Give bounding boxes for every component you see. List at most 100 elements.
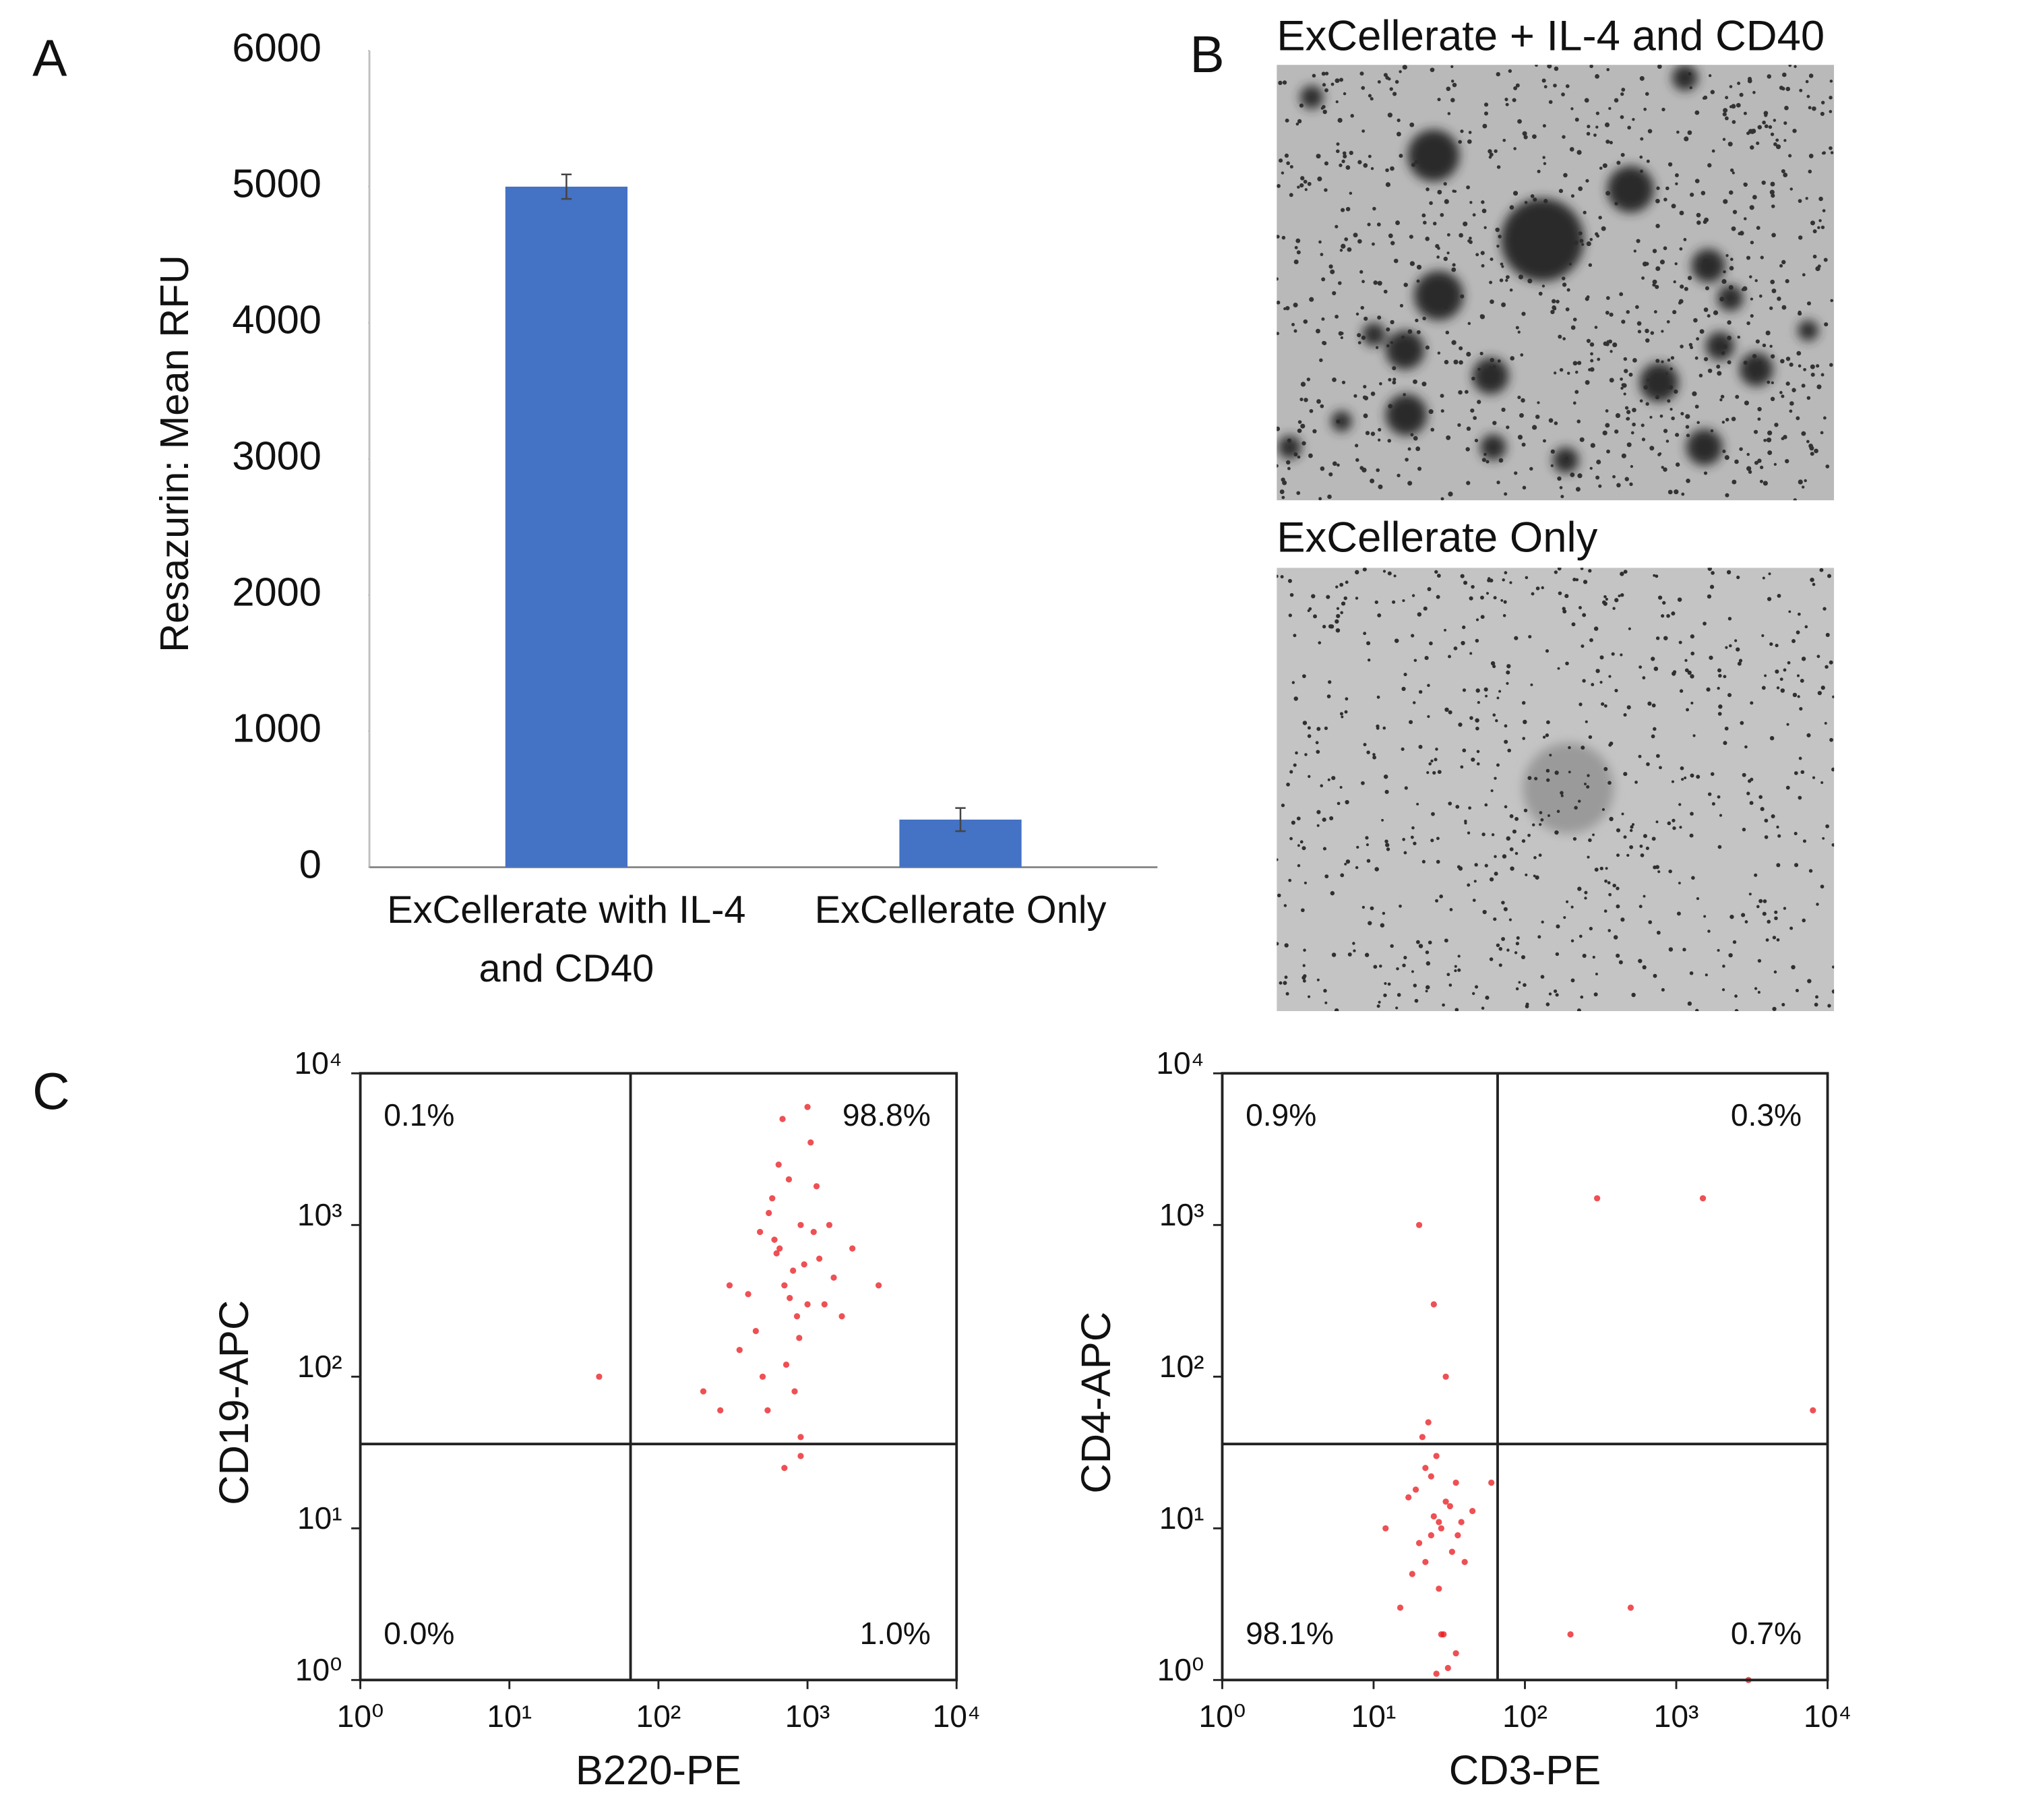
speckle <box>1378 1000 1381 1004</box>
speckle <box>1711 801 1715 806</box>
speckle <box>1827 1004 1831 1008</box>
speckle <box>1385 168 1389 173</box>
speckle <box>1767 919 1771 924</box>
speckle <box>1339 582 1344 587</box>
speckle <box>1481 832 1485 837</box>
speckle <box>1724 116 1729 121</box>
speckle <box>1324 726 1328 730</box>
speckle <box>1277 893 1281 898</box>
speckle <box>1657 65 1662 69</box>
speckle <box>1509 847 1514 851</box>
speckle <box>1359 71 1364 76</box>
point <box>1405 1494 1412 1500</box>
speckle <box>1384 839 1388 843</box>
speckle <box>1750 145 1754 150</box>
speckle <box>1543 85 1548 89</box>
image-title: ExCellerate + IL-4 and CD40 <box>1277 12 1825 59</box>
speckle <box>1562 276 1566 280</box>
speckle <box>1586 295 1590 299</box>
speckle <box>1411 826 1415 830</box>
speckle <box>1590 352 1593 356</box>
speckle <box>1444 707 1449 712</box>
speckle <box>1480 615 1485 619</box>
speckle <box>1364 952 1370 957</box>
speckle <box>1581 746 1585 750</box>
speckle <box>1783 435 1787 439</box>
speckle <box>1798 199 1802 204</box>
speckle <box>1589 367 1595 372</box>
speckle <box>1387 571 1392 576</box>
speckle <box>1355 597 1359 600</box>
speckle <box>1734 1008 1739 1011</box>
speckle <box>1475 726 1479 731</box>
speckle <box>1463 580 1468 585</box>
speckle <box>1743 217 1747 220</box>
speckle <box>1709 584 1715 589</box>
speckle <box>1427 587 1432 592</box>
speckle <box>1792 692 1798 698</box>
speckle <box>1320 253 1324 256</box>
speckle <box>1641 423 1645 427</box>
speckle <box>1293 329 1297 333</box>
speckle <box>1443 182 1447 186</box>
speckle <box>1732 940 1737 944</box>
speckle <box>1436 859 1440 864</box>
speckle <box>1390 320 1395 325</box>
speckle <box>1785 382 1790 386</box>
speckle <box>1748 470 1752 474</box>
speckle <box>1663 198 1667 202</box>
speckle <box>1421 213 1426 218</box>
y-tick-label: 6000 <box>232 25 321 70</box>
y-tick-label: 4000 <box>232 297 321 342</box>
speckle <box>1331 952 1337 957</box>
speckle <box>1560 794 1564 797</box>
point <box>596 1373 603 1380</box>
speckle <box>1626 853 1630 857</box>
speckle <box>1769 189 1775 195</box>
point <box>1442 1498 1449 1505</box>
speckle <box>1696 897 1700 901</box>
speckle <box>1671 204 1676 209</box>
speckle <box>1293 696 1298 701</box>
speckle <box>1773 119 1777 122</box>
speckle <box>1426 187 1430 191</box>
speckle <box>1439 894 1443 899</box>
speckle <box>1580 568 1584 570</box>
speckle <box>1535 415 1540 419</box>
point <box>797 1434 804 1440</box>
speckle <box>1374 600 1378 605</box>
speckle <box>1284 153 1289 158</box>
speckle <box>1793 498 1797 501</box>
speckle <box>1341 601 1346 606</box>
speckle <box>1781 260 1786 265</box>
quadrant-label: 98.1% <box>1246 1616 1334 1651</box>
speckle <box>1719 398 1723 402</box>
x-tick-label: 10³ <box>785 1699 830 1734</box>
speckle <box>1467 139 1472 144</box>
speckle <box>1483 687 1488 692</box>
speckle <box>1707 792 1712 796</box>
speckle <box>1655 820 1659 824</box>
point <box>787 1295 793 1302</box>
speckle <box>1608 675 1612 678</box>
speckle <box>1808 73 1814 78</box>
speckle <box>1570 939 1574 942</box>
speckle <box>1425 950 1430 954</box>
speckle <box>1729 257 1734 262</box>
speckle <box>1336 149 1340 154</box>
speckle <box>1749 205 1754 210</box>
speckle <box>1510 356 1514 361</box>
speckle <box>1304 881 1307 884</box>
speckle <box>1734 459 1739 464</box>
speckle <box>1372 242 1375 246</box>
speckle <box>1492 421 1497 425</box>
speckle <box>1678 299 1684 304</box>
speckle <box>1548 814 1550 817</box>
speckle <box>1532 134 1537 140</box>
speckle <box>1785 86 1791 92</box>
speckle <box>1581 644 1585 648</box>
speckle <box>1764 124 1769 129</box>
speckle <box>1789 926 1794 930</box>
speckle <box>1703 471 1708 475</box>
speckle <box>1352 942 1355 945</box>
